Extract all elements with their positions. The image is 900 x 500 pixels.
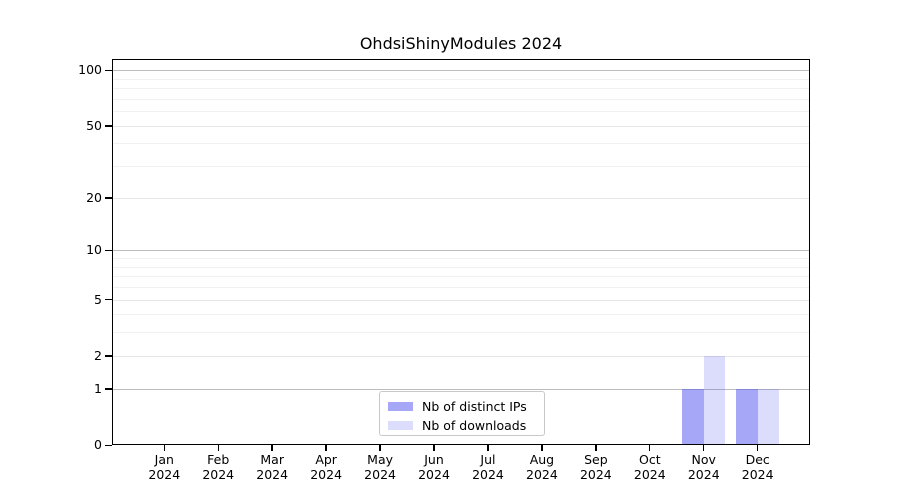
y-tick-mark bbox=[105, 444, 112, 446]
legend-swatch-downloads-icon bbox=[388, 420, 413, 431]
gridline-minor bbox=[113, 78, 809, 80]
x-tick-year: 2024 bbox=[741, 466, 774, 482]
y-tick-mark bbox=[105, 388, 112, 390]
x-tick-year: 2024 bbox=[526, 466, 558, 482]
gridline-minor bbox=[113, 258, 809, 260]
gridline-major bbox=[113, 250, 809, 252]
x-tick-year: 2024 bbox=[202, 466, 235, 482]
x-tick-month: Nov bbox=[691, 452, 716, 467]
x-tick-label: Oct 2024 bbox=[622, 452, 678, 482]
x-tick-month: Aug bbox=[529, 452, 555, 467]
x-tick-label: Aug 2024 bbox=[514, 452, 570, 482]
y-tick-mark bbox=[105, 197, 112, 199]
x-tick-label: Mar 2024 bbox=[244, 452, 300, 482]
x-tick-month: Feb bbox=[207, 452, 230, 467]
x-tick-month: May bbox=[367, 452, 393, 467]
gridline-minor bbox=[113, 276, 809, 278]
x-tick-month: Mar bbox=[260, 452, 284, 467]
x-tick-year: 2024 bbox=[148, 466, 181, 482]
x-tick-label: May 2024 bbox=[352, 452, 408, 482]
x-tick-mark bbox=[163, 445, 165, 451]
x-tick-year: 2024 bbox=[364, 466, 396, 482]
x-tick-month: Jun bbox=[424, 452, 444, 467]
y-tick-label: 1 bbox=[94, 380, 102, 396]
bar-nb-of-distinct-ips-dec bbox=[736, 388, 758, 444]
x-tick-mark bbox=[379, 445, 381, 451]
x-tick-month: Jul bbox=[480, 452, 496, 467]
gridline-major bbox=[113, 70, 809, 72]
x-tick-month: Jan bbox=[154, 452, 174, 467]
gridline-sub bbox=[113, 197, 809, 199]
legend-item-distinct-ips: Nb of distinct IPs bbox=[388, 397, 536, 416]
chart-title: OhdsiShinyModules 2024 bbox=[359, 34, 563, 53]
y-tick-label: 10 bbox=[86, 242, 102, 258]
x-tick-mark bbox=[703, 445, 705, 451]
y-tick-mark bbox=[105, 69, 112, 72]
x-tick-label: Jan 2024 bbox=[136, 452, 192, 482]
x-tick-year: 2024 bbox=[256, 466, 289, 482]
x-tick-mark bbox=[217, 445, 219, 451]
y-tick-label: 5 bbox=[94, 291, 102, 307]
legend-swatch-distinct-ips-icon bbox=[388, 401, 413, 412]
x-tick-month: Dec bbox=[745, 452, 770, 467]
plot-area-border bbox=[112, 59, 810, 445]
gridline-major bbox=[113, 388, 809, 390]
y-tick-mark bbox=[105, 125, 112, 127]
x-tick-mark bbox=[541, 445, 543, 451]
x-tick-mark bbox=[595, 445, 597, 451]
bar-nb-of-downloads-dec bbox=[757, 388, 780, 444]
gridline-minor bbox=[113, 88, 809, 90]
gridline-minor bbox=[113, 314, 809, 316]
x-tick-label: Sep 2024 bbox=[568, 452, 624, 482]
x-tick-label: Nov 2024 bbox=[676, 452, 732, 482]
x-tick-label: Apr 2024 bbox=[298, 452, 354, 482]
gridline-minor bbox=[113, 266, 809, 268]
legend-item-downloads: Nb of downloads bbox=[388, 416, 536, 435]
gridline-minor bbox=[113, 98, 809, 100]
legend-label-downloads: Nb of downloads bbox=[422, 417, 527, 433]
legend-label-distinct-ips: Nb of distinct IPs bbox=[422, 398, 527, 414]
x-tick-year: 2024 bbox=[418, 466, 450, 482]
x-tick-mark bbox=[487, 445, 489, 451]
y-tick-mark bbox=[105, 299, 112, 301]
x-tick-month: Apr bbox=[315, 452, 337, 467]
gridline-sub bbox=[113, 299, 809, 301]
x-tick-month: Sep bbox=[584, 452, 608, 467]
bar-nb-of-distinct-ips-nov bbox=[682, 388, 704, 444]
y-tick-label: 100 bbox=[78, 62, 102, 78]
x-tick-label: Dec 2024 bbox=[730, 452, 786, 482]
y-tick-label: 2 bbox=[94, 347, 102, 363]
y-tick-mark bbox=[105, 249, 112, 252]
x-tick-mark bbox=[649, 445, 651, 451]
gridline-sub bbox=[113, 355, 809, 357]
y-tick-label: 0 bbox=[94, 437, 102, 452]
x-tick-label: Jun 2024 bbox=[406, 452, 462, 482]
x-tick-year: 2024 bbox=[579, 466, 612, 482]
x-tick-year: 2024 bbox=[633, 466, 666, 482]
gridline-minor bbox=[113, 332, 809, 334]
x-tick-label: Jul 2024 bbox=[460, 452, 516, 482]
x-tick-year: 2024 bbox=[687, 466, 720, 482]
gridline-sub bbox=[113, 125, 809, 127]
gridline-minor bbox=[113, 111, 809, 113]
y-tick-label: 20 bbox=[86, 189, 102, 205]
y-tick-mark bbox=[105, 355, 112, 357]
gridline-minor bbox=[113, 143, 809, 145]
y-tick-label: 50 bbox=[86, 117, 102, 133]
legend: Nb of distinct IPs Nb of downloads bbox=[379, 391, 545, 436]
x-tick-year: 2024 bbox=[310, 466, 343, 482]
x-tick-mark bbox=[271, 445, 273, 451]
x-tick-mark bbox=[756, 445, 759, 451]
x-tick-month: Oct bbox=[638, 452, 661, 467]
x-tick-mark bbox=[433, 445, 435, 451]
bar-nb-of-downloads-nov bbox=[703, 355, 726, 444]
gridline-minor bbox=[113, 286, 809, 288]
x-tick-label: Feb 2024 bbox=[190, 452, 246, 482]
gridline-minor bbox=[113, 166, 809, 168]
x-tick-mark bbox=[325, 445, 327, 451]
x-tick-year: 2024 bbox=[472, 466, 504, 482]
